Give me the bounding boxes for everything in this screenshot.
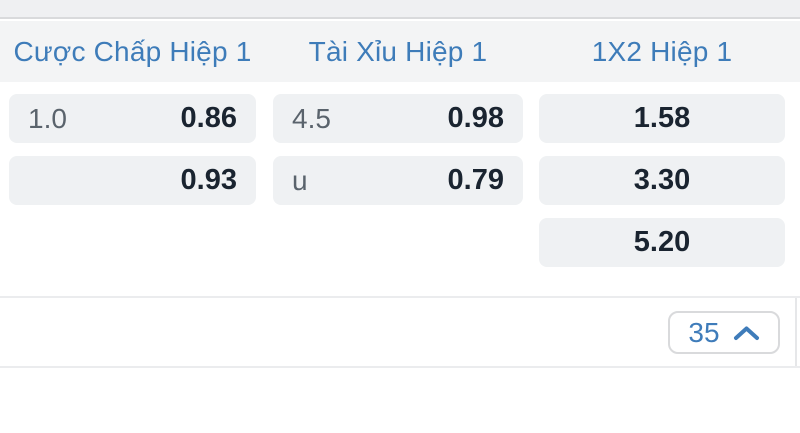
odds-value: 5.20: [633, 226, 691, 258]
odds-cell-1x2-home[interactable]: 1.58: [539, 94, 785, 143]
handicap-line-value: 1.0: [28, 102, 67, 134]
odds-value: 0.98: [447, 102, 504, 134]
divider: [0, 366, 800, 368]
over-under-line-value: 4.5: [292, 102, 331, 134]
divider: [0, 296, 800, 298]
column-header-handicap: Cược Chấp Hiệp 1: [13, 35, 252, 67]
odds-cell-1x2-draw[interactable]: 3.30: [539, 156, 785, 205]
odds-cell-handicap-row2[interactable]: 0.93: [9, 156, 256, 205]
odds-cell-1x2-away[interactable]: 5.20: [539, 218, 785, 267]
odds-value: 0.86: [180, 102, 237, 134]
odds-cell-over[interactable]: 4.5 0.98: [273, 94, 523, 143]
chevron-up-icon: [733, 325, 760, 341]
footer-right-edge-line: [795, 298, 797, 366]
market-header-band: [0, 21, 800, 82]
over-under-line-value: u: [292, 164, 308, 196]
market-count: 35: [688, 316, 720, 348]
column-header-1x2: 1X2 Hiệp 1: [591, 35, 733, 67]
odds-cell-handicap-row1[interactable]: 1.0 0.86: [9, 94, 256, 143]
odds-value: 1.58: [633, 102, 691, 134]
market-count-collapse-button[interactable]: 35: [668, 311, 780, 354]
odds-value: 0.79: [447, 164, 504, 196]
odds-value: 0.93: [180, 164, 237, 196]
column-header-over-under: Tài Xỉu Hiệp 1: [308, 35, 488, 67]
odds-value: 3.30: [633, 164, 691, 196]
odds-cell-under[interactable]: u 0.79: [273, 156, 523, 205]
top-strip: [0, 0, 800, 19]
